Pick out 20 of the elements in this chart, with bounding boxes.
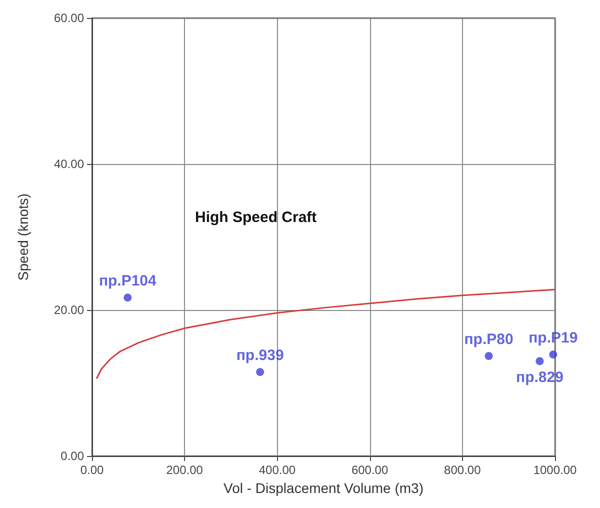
y-tick-label: 20.00 (54, 303, 84, 317)
x-tick-label: 200.00 (166, 463, 204, 477)
x-tick-label: 1000.00 (533, 463, 578, 477)
y-tick-label: 0.00 (60, 449, 84, 463)
series-label: пр.P104 (98, 272, 158, 290)
x-tick-label: 400.00 (258, 463, 296, 477)
annotation: High Speed Craft (195, 209, 317, 226)
series-label: пр.P80 (464, 330, 514, 348)
point (549, 350, 558, 359)
point (124, 294, 132, 302)
y-tick-label: 60.00 (54, 11, 84, 25)
point (484, 352, 493, 360)
point (256, 368, 264, 376)
point (536, 357, 544, 366)
y-axis-title: Speed (knots) (15, 193, 31, 281)
x-tick-label: 0.00 (80, 463, 104, 477)
x-tick-label: 600.00 (351, 463, 388, 477)
x-tick-label: 800.00 (444, 463, 482, 477)
x-axis-title: Vol - Displacement Volume (m3) (224, 480, 424, 496)
y-tick-label: 40.00 (54, 157, 84, 171)
